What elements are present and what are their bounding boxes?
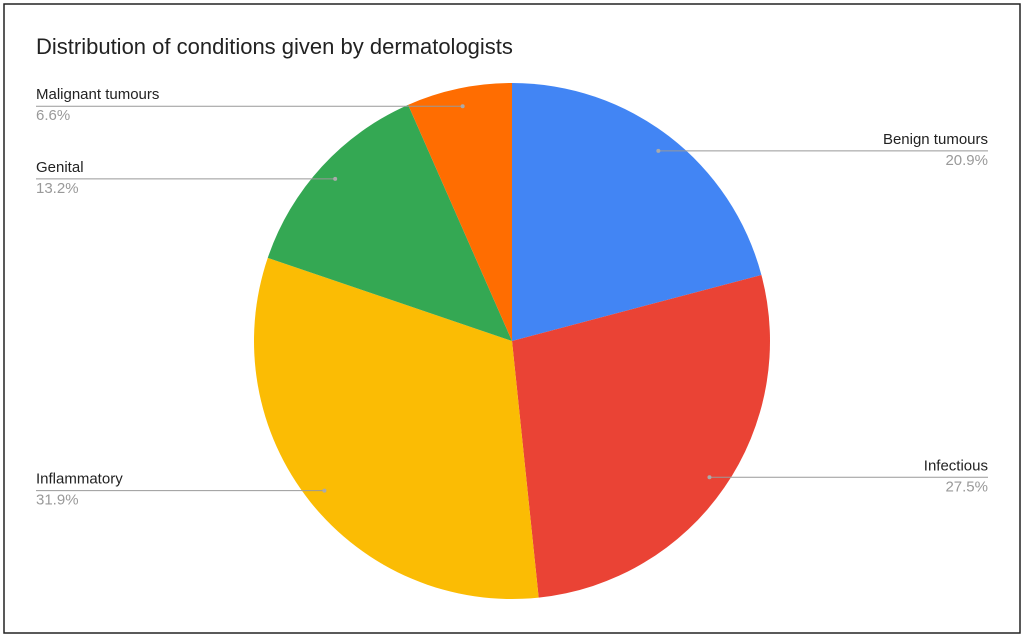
slice-value-label: 13.2% bbox=[36, 180, 79, 197]
slice-label: Inflammatory bbox=[36, 471, 123, 488]
slice-value-label: 6.6% bbox=[36, 107, 70, 124]
pie-slice bbox=[512, 274, 771, 598]
slice-value-label: 31.9% bbox=[36, 492, 79, 509]
leader-dot bbox=[707, 475, 712, 480]
slice-value-label: 27.5% bbox=[945, 478, 988, 495]
leader-dot bbox=[322, 488, 327, 493]
leader-dot bbox=[333, 176, 338, 181]
slice-label: Genital bbox=[36, 159, 84, 176]
leader-dot bbox=[656, 148, 661, 153]
slice-value-label: 20.9% bbox=[945, 152, 988, 169]
pie-slice bbox=[253, 257, 539, 599]
slice-label: Benign tumours bbox=[883, 131, 988, 148]
leader-dot bbox=[460, 104, 465, 109]
chart-title: Distribution of conditions given by derm… bbox=[36, 34, 513, 59]
slice-label: Infectious bbox=[924, 457, 988, 474]
pie-slice bbox=[512, 83, 762, 341]
slice-label: Malignant tumours bbox=[36, 86, 159, 103]
pie-slice bbox=[267, 104, 512, 341]
pie-slice bbox=[408, 83, 512, 341]
